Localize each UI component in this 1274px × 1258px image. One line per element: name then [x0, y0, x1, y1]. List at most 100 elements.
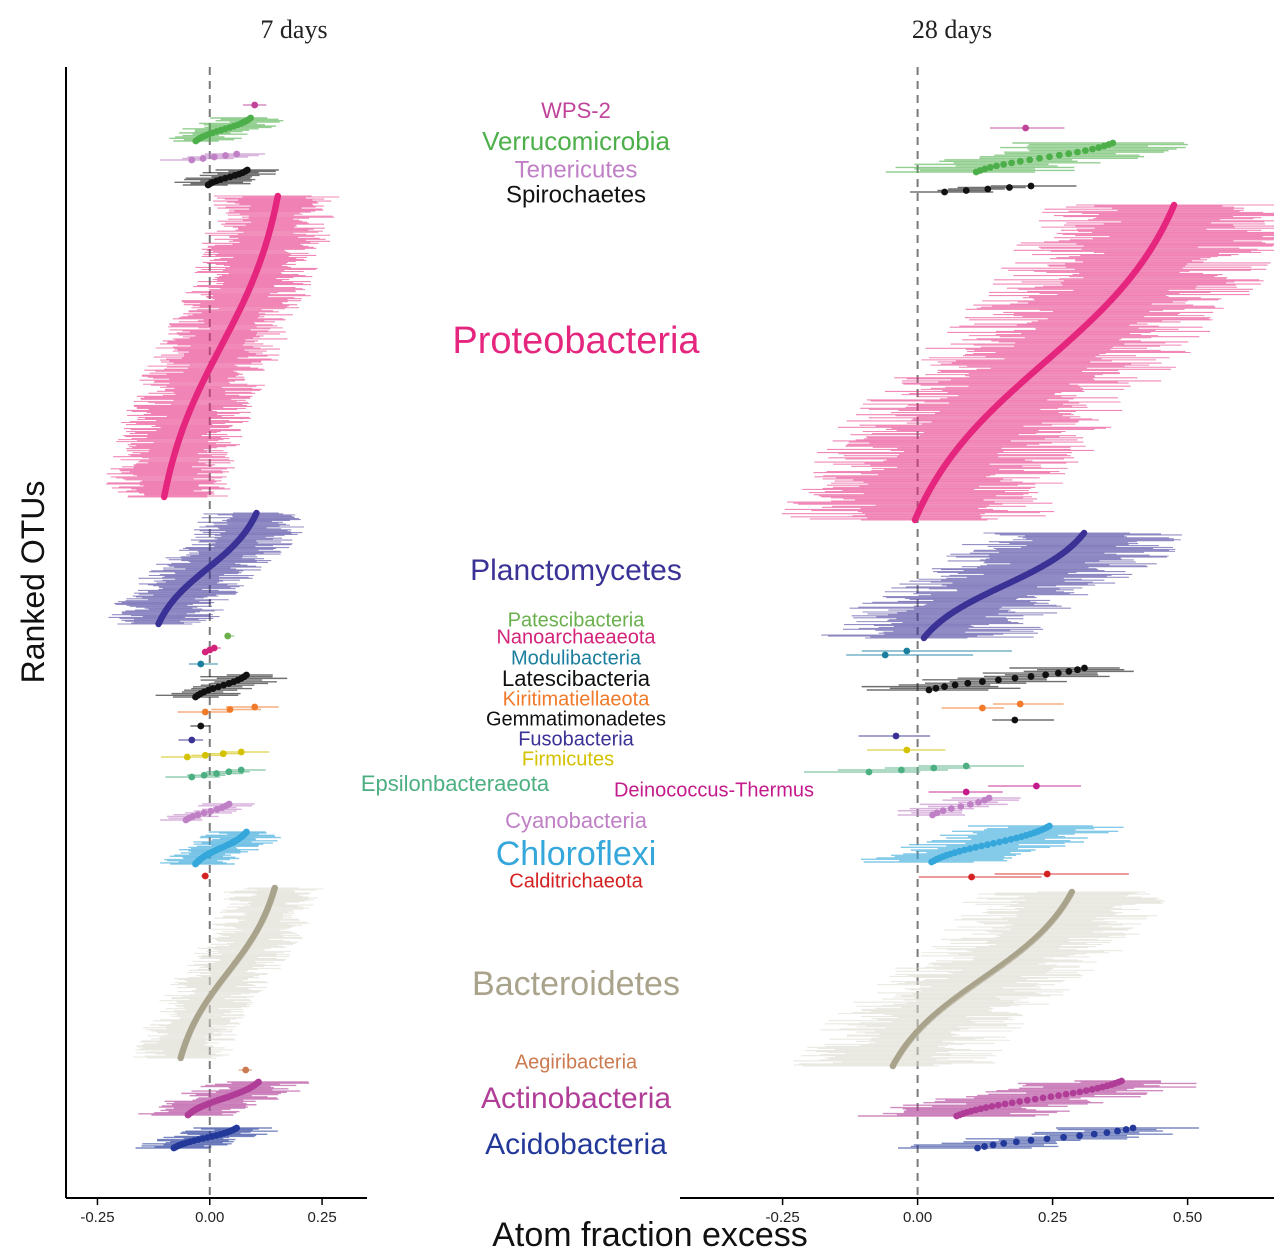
- phylum-labels: WPS-2 VerrucomicrobiaTenericutesSpirochae…: [361, 98, 814, 1161]
- point-wps-2-d28-0: [1022, 124, 1029, 132]
- point-spirochaetes-d28-3: [962, 187, 970, 194]
- series-epsilonbacteraeota: [165, 762, 1024, 781]
- point-kiritimatiellaeota-d7-2: [201, 708, 209, 716]
- label-actinobacteria: Actinobacteria: [481, 1082, 671, 1115]
- point-proteobacteria-d28-299: [911, 516, 919, 524]
- series-cyanobacteria: [160, 794, 1021, 824]
- point-deinococcus-thermus-d28-1: [962, 788, 970, 796]
- x-tick-label-28d-3: 0.50: [1173, 1209, 1202, 1226]
- point-calditrichaeota-d7-0: [201, 872, 209, 880]
- label-tenericutes: Tenericutes: [515, 156, 638, 183]
- point-gemmatimonadetes-d28-0: [1011, 716, 1019, 724]
- point-modulibacteria-d7-0: [197, 660, 205, 668]
- panel-title-7d: 7 days: [260, 15, 327, 44]
- series-acidobacteria: [135, 1124, 1199, 1152]
- point-kiritimatiellaeota-d7-1: [226, 706, 234, 713]
- point-nanoarchaeaeota-d7-2: [201, 648, 209, 656]
- point-fusobacteria-d7-0: [188, 736, 196, 744]
- series-tenericutes: [160, 150, 266, 164]
- plot-panels: [106, 67, 1274, 1198]
- label-wps-2: WPS-2: [541, 98, 611, 123]
- point-acidobacteria-d28-13: [974, 1144, 981, 1152]
- label-spirochaetes: Spirochaetes: [506, 181, 646, 208]
- series-nanoarchaeaeota: [201, 644, 221, 656]
- label-aegiribacteria: Aegiribacteria: [515, 1051, 638, 1073]
- point-kiritimatiellaeota-d28-0: [1016, 700, 1024, 708]
- label-cyanobacteria: Cyanobacteria: [505, 808, 648, 833]
- point-verrucomicrobia-d28-19: [972, 168, 980, 176]
- label-verrucomicrobia: Verrucomicrobia: [482, 126, 670, 156]
- point-spirochaetes-d28-1: [1006, 184, 1013, 191]
- label-deinococcus-thermus: Deinococcus-Thermus: [614, 779, 814, 801]
- series-chloroflexi: [160, 822, 1124, 868]
- point-deinococcus-thermus-d28-0: [1033, 782, 1040, 790]
- series-kiritimatiellaeota: [177, 700, 1064, 716]
- point-actinobacteria-d7-29: [184, 1111, 192, 1119]
- label-kiritimatiellaeota: Kiritimatiellaeota: [503, 688, 651, 710]
- label-latescibacteria: Latescibacteria: [502, 666, 651, 691]
- point-verrucomicrobia-d7-17: [192, 137, 200, 145]
- point-proteobacteria-d7-299: [160, 493, 168, 501]
- point-fusobacteria-d28-0: [892, 732, 900, 740]
- point-firmicutes-d7-0: [237, 748, 245, 756]
- axis-7d: -0.25 0.00 0.25 7 days: [66, 15, 367, 1226]
- series-latescibacteria: [155, 664, 1134, 701]
- point-cyanobacteria-d7-9: [182, 816, 190, 824]
- point-bacteroidetes-d28-169: [889, 1062, 897, 1070]
- label-acidobacteria: Acidobacteria: [485, 1128, 667, 1161]
- label-planctomycetes: Planctomycetes: [470, 554, 682, 587]
- series-fusobacteria: [178, 732, 931, 744]
- point-spirochaetes-d7-11: [204, 181, 212, 189]
- point-cyanobacteria-d28-8: [929, 811, 936, 819]
- label-fusobacteria: Fusobacteria: [518, 728, 634, 750]
- label-modulibacteria: Modulibacteria: [511, 647, 642, 669]
- point-tenericutes-d7-2: [210, 153, 218, 161]
- x-tick-label-7d-0: -0.25: [80, 1209, 114, 1226]
- point-tenericutes-d7-4: [188, 156, 196, 164]
- point-kiritimatiellaeota-d7-0: [251, 703, 259, 711]
- series-proteobacteria: [106, 192, 1274, 524]
- series-bacteroidetes: [132, 884, 1166, 1070]
- label-chloroflexi: Chloroflexi: [496, 835, 657, 873]
- point-wps-2-d7-0: [251, 101, 259, 109]
- point-bacteroidetes-d7-169: [177, 1054, 184, 1062]
- point-chloroflexi-d7-29: [192, 860, 199, 868]
- point-calditrichaeota-d28-1: [968, 873, 975, 881]
- point-firmicutes-d7-3: [183, 753, 191, 761]
- label-epsilonbacteraeota: Epsilonbacteraeota: [361, 771, 550, 796]
- panel-title-28d: 28 days: [912, 15, 992, 44]
- label-bacteroidetes: Bacteroidetes: [472, 965, 680, 1003]
- point-patescibacteria-d7-0: [224, 632, 232, 640]
- x-tick-label-7d-1: 0.00: [195, 1209, 224, 1226]
- series-firmicutes: [160, 746, 946, 761]
- point-firmicutes-d7-2: [201, 751, 209, 759]
- point-latescibacteria-d7-13: [192, 693, 199, 701]
- x-axis-title: Atom fraction excess: [492, 1216, 808, 1254]
- x-tick-label-28d-1: 0.00: [903, 1209, 932, 1226]
- series-actinobacteria: [138, 1077, 1197, 1120]
- label-nanoarchaeaeota: Nanoarchaeaeota: [496, 626, 656, 648]
- label-proteobacteria: Proteobacteria: [452, 320, 700, 362]
- point-actinobacteria-d28-29: [953, 1112, 961, 1120]
- label-gemmatimonadetes: Gemmatimonadetes: [486, 708, 666, 730]
- point-modulibacteria-d28-0: [903, 647, 911, 655]
- series-aegiribacteria: [238, 1066, 253, 1074]
- point-aegiribacteria-d7-0: [242, 1066, 250, 1074]
- series-patescibacteria: [224, 632, 235, 640]
- point-planctomycetes-d7-119: [155, 620, 162, 628]
- x-tick-label-28d-2: 0.25: [1038, 1209, 1067, 1226]
- x-tick-label-7d-2: 0.25: [307, 1209, 336, 1226]
- series-spirochaetes: [174, 166, 1077, 196]
- label-calditrichaeota: Calditrichaeota: [509, 870, 643, 892]
- point-calditrichaeota-d28-0: [1043, 870, 1051, 878]
- series-deinococcus-thermus: [928, 782, 1082, 796]
- point-spirochaetes-d28-4: [941, 188, 948, 196]
- point-tenericutes-d7-3: [199, 155, 207, 162]
- point-gemmatimonadetes-d7-0: [197, 722, 205, 730]
- point-firmicutes-d7-1: [219, 750, 227, 758]
- series-calditrichaeota: [201, 870, 1129, 881]
- point-acidobacteria-d7-19: [170, 1144, 178, 1152]
- point-planctomycetes-d28-109: [920, 634, 928, 642]
- point-modulibacteria-d28-1: [881, 651, 889, 659]
- series-planctomycetes: [108, 509, 1183, 642]
